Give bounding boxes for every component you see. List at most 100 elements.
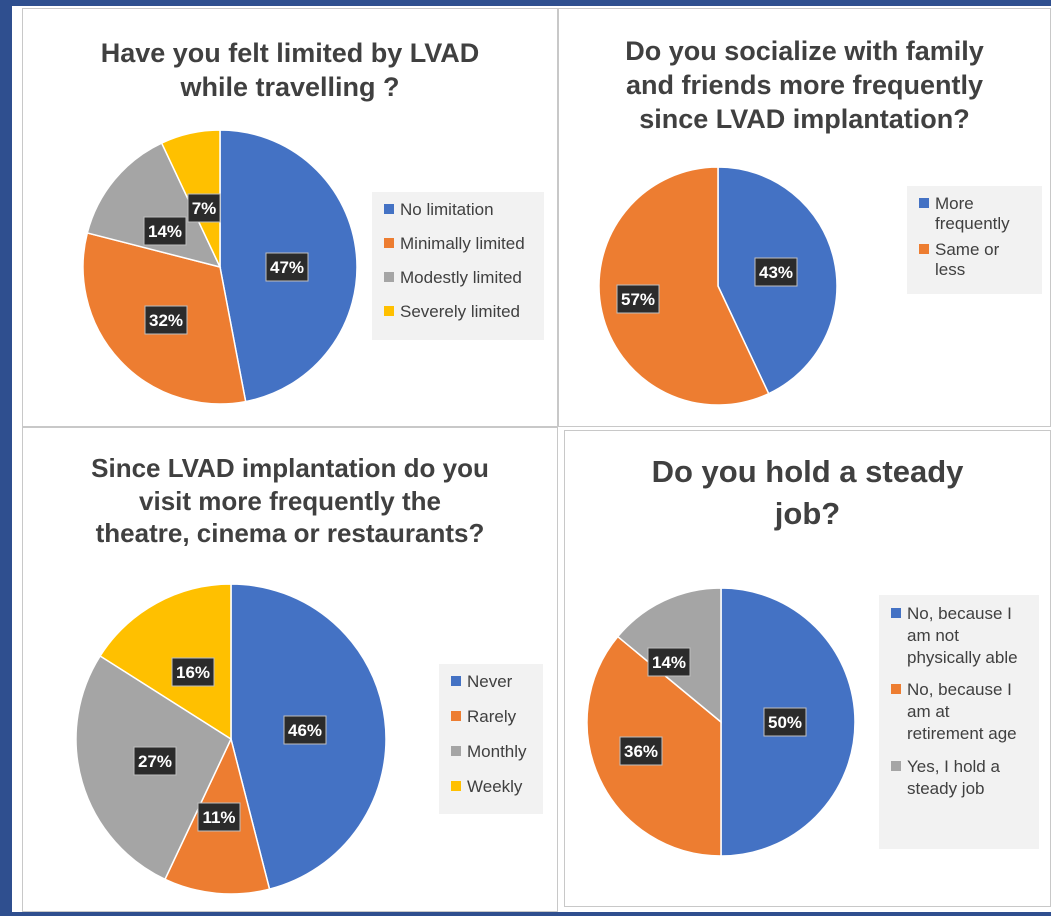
pie-data-label: 7% — [187, 193, 221, 223]
legend-item: Minimally limited — [384, 234, 532, 254]
legend-item: More frequently — [919, 194, 1030, 234]
data-label-text: 7% — [192, 199, 217, 218]
legend-label: Severely limited — [400, 302, 520, 321]
legend-swatch — [919, 244, 929, 254]
data-label-box — [754, 257, 798, 287]
chart-panel-socialize: Do you socialize with family and friends… — [558, 8, 1051, 427]
pie-slice — [86, 142, 222, 269]
chart-title: Do you hold a steady job? — [651, 454, 964, 531]
page-frame-left — [0, 0, 12, 916]
legend-item: Severely limited — [384, 302, 532, 322]
pie-data-label: 43% — [754, 257, 798, 287]
legend-swatch — [451, 676, 461, 686]
chart-legend: Never Rarely Monthly Weekly — [439, 664, 543, 814]
legend-item: Same or less — [919, 240, 1030, 280]
pie-data-label: 14% — [647, 647, 691, 677]
pie-chart-travel: 47% 32% 14% 7% — [82, 129, 358, 405]
legend-item: No, because I am not physically able — [891, 603, 1027, 669]
page-frame-bottom — [0, 912, 1051, 916]
legend-item: Weekly — [451, 777, 531, 797]
chart-title: Do you socialize with family and friends… — [625, 36, 984, 134]
legend-swatch — [891, 760, 901, 771]
legend-label: Minimally limited — [400, 234, 525, 253]
chart-legend: More frequently Same or less — [907, 186, 1042, 294]
legend-label: No, because I am at retirement age — [907, 680, 1017, 744]
chart-panel-theatre: Since LVAD implantation do you visit mor… — [22, 427, 558, 912]
data-label-text: 47% — [270, 258, 304, 277]
data-label-box — [265, 252, 309, 282]
data-label-text: 14% — [148, 222, 182, 241]
legend-label: No, because I am not physically able — [907, 604, 1018, 668]
legend-label: More frequently — [935, 194, 1010, 233]
data-label-box — [616, 284, 660, 314]
legend-label: Monthly — [467, 742, 527, 761]
legend-swatch — [891, 684, 901, 695]
legend-item: Modestly limited — [384, 268, 532, 288]
data-label-box — [647, 647, 691, 677]
pie-data-label: 27% — [133, 746, 177, 776]
legend-swatch — [919, 198, 929, 208]
chart-panel-job: Do you hold a steady job? 50% 36% 14% No, … — [564, 430, 1051, 907]
legend-label: Same or less — [935, 240, 1000, 279]
data-label-box — [619, 736, 663, 766]
data-label-box — [133, 746, 177, 776]
legend-swatch — [451, 781, 461, 791]
legend-label: Never — [467, 672, 513, 691]
chart-legend: No, because I am not physically able No,… — [879, 595, 1039, 849]
pie-data-label: 50% — [763, 707, 807, 737]
legend-label: No limitation — [400, 200, 494, 219]
chart-panel-travel: Have you felt limited by LVAD while trav… — [22, 8, 558, 427]
data-label-box — [171, 657, 215, 687]
legend-label: Modestly limited — [400, 268, 522, 287]
legend-item: Rarely — [451, 707, 531, 727]
pie-data-label: 11% — [197, 802, 241, 832]
data-label-box — [197, 802, 241, 832]
pie-chart-job: 50% 36% 14% — [586, 587, 856, 857]
data-label-text: 43% — [759, 263, 793, 282]
data-label-text: 16% — [176, 663, 210, 682]
pie-chart-theatre: 46% 11% 27% 16% — [75, 583, 387, 895]
data-label-box — [187, 193, 221, 223]
data-label-text: 46% — [288, 721, 322, 740]
legend-swatch — [451, 746, 461, 756]
legend-item: No, because I am at retirement age — [891, 679, 1027, 745]
pie-chart-socialize: 43% 57% — [598, 166, 838, 406]
legend-swatch — [384, 204, 394, 214]
chart-legend: No limitation Minimally limited Modestly… — [372, 192, 544, 340]
data-label-text: 36% — [624, 742, 658, 761]
chart-title: Have you felt limited by LVAD while trav… — [100, 38, 480, 102]
page-frame-top — [0, 0, 1051, 6]
legend-swatch — [384, 306, 394, 316]
data-label-box — [143, 216, 187, 246]
pie-data-label: 16% — [171, 657, 215, 687]
chart-title: Since LVAD implantation do you visit mor… — [91, 453, 489, 548]
pie-slice — [598, 166, 770, 406]
data-label-text: 14% — [652, 653, 686, 672]
pie-data-label: 36% — [619, 736, 663, 766]
data-label-box — [144, 305, 188, 335]
legend-label: Rarely — [467, 707, 517, 726]
legend-label: Weekly — [467, 777, 523, 796]
data-label-text: 11% — [202, 808, 235, 827]
legend-item: Yes, I hold a steady job — [891, 756, 1027, 800]
pie-data-label: 46% — [283, 715, 327, 745]
pie-data-label: 57% — [616, 284, 660, 314]
pie-data-label: 47% — [265, 252, 309, 282]
data-label-text: 32% — [149, 311, 183, 330]
pie-data-label: 14% — [143, 216, 187, 246]
data-label-text: 57% — [621, 290, 655, 309]
data-label-text: 50% — [768, 713, 802, 732]
legend-swatch — [384, 238, 394, 248]
legend-label: Yes, I hold a steady job — [907, 756, 1000, 798]
legend-swatch — [451, 711, 461, 721]
pie-slice — [99, 583, 232, 741]
legend-swatch — [384, 272, 394, 282]
legend-item: Monthly — [451, 742, 531, 762]
data-label-box — [763, 707, 807, 737]
pie-data-label: 32% — [144, 305, 188, 335]
data-label-box — [283, 715, 327, 745]
legend-item: Never — [451, 672, 531, 692]
legend-swatch — [891, 608, 901, 618]
data-label-text: 27% — [138, 752, 172, 771]
legend-item: No limitation — [384, 200, 532, 220]
